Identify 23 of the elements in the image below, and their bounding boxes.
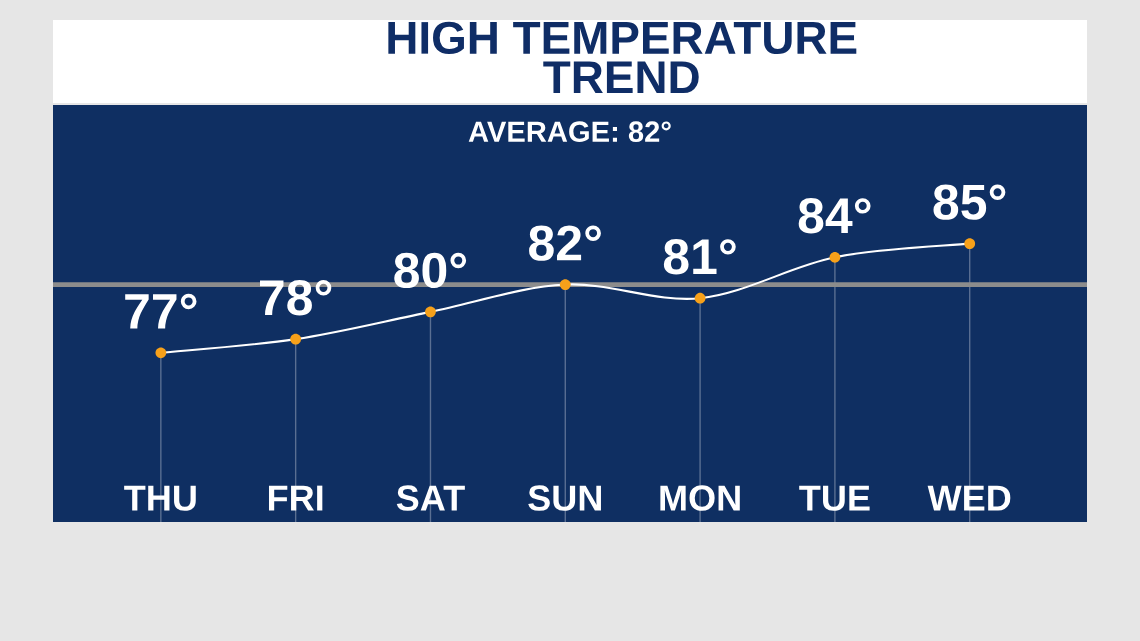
point — [964, 238, 976, 250]
x-tick-label: MON — [660, 485, 740, 511]
point — [694, 292, 706, 304]
x-tick-label: SUN — [528, 485, 601, 511]
data-label: 82° — [529, 225, 601, 261]
chart-title: HIGH TEMPERATURE TREND — [388, 21, 857, 94]
point — [425, 306, 436, 318]
x-tick-label: FRI — [268, 485, 323, 511]
point — [290, 333, 302, 345]
data-label: 80° — [394, 252, 467, 289]
x-tick-label: TUE — [799, 485, 870, 511]
data-label: 85° — [933, 184, 1006, 220]
data-label: 84° — [798, 198, 871, 234]
x-tick-label: THU — [124, 485, 196, 511]
data-label: 81° — [663, 239, 736, 275]
text: AVERAGE: 82° — [468, 121, 671, 143]
point — [829, 251, 841, 263]
point — [155, 347, 167, 359]
data-label: 78° — [260, 279, 332, 316]
x-tick-label: SAT — [396, 485, 465, 511]
x-tick-label: WED — [927, 485, 1011, 511]
point — [559, 279, 571, 290]
data-label: 77° — [125, 293, 197, 329]
